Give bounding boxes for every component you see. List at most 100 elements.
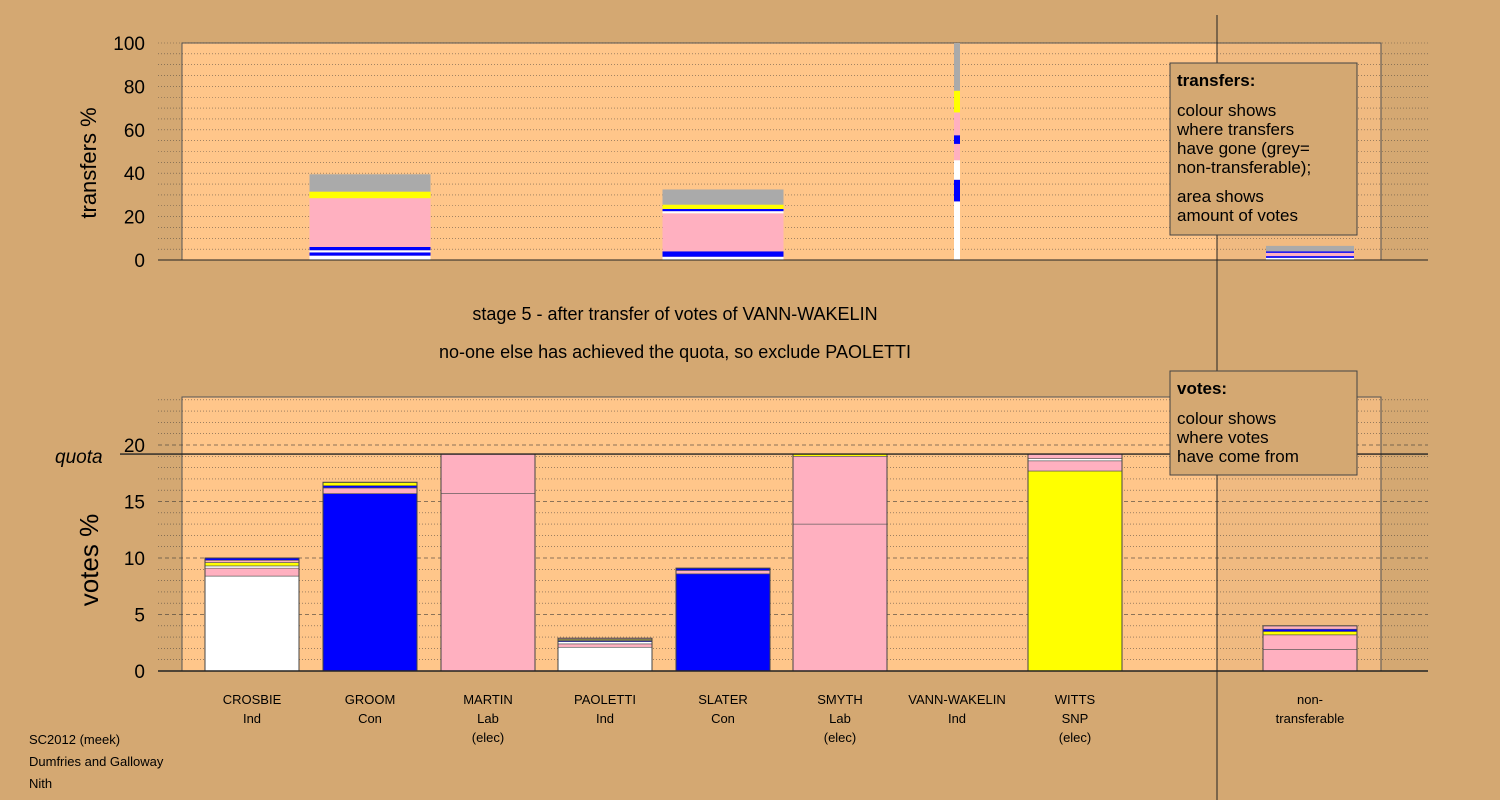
votes-legend-line: have come from (1177, 447, 1299, 466)
transfer-segment (309, 252, 431, 256)
footer-region: Dumfries and Galloway (29, 754, 164, 769)
transfer-segment (662, 256, 784, 260)
vote-segment (1027, 458, 1123, 462)
transfers-legend-line: have gone (grey= (1177, 139, 1310, 158)
stage-caption: stage 5 - after transfer of votes of VAN… (472, 304, 877, 324)
vote-segment (204, 575, 300, 672)
vote-segment (1027, 460, 1123, 472)
transfer-segment (662, 209, 784, 212)
category-label: SLATER (698, 692, 748, 707)
y-tick-label: 60 (124, 121, 145, 142)
transfers-axis-title: transfers % (76, 107, 101, 218)
y-tick-label: 5 (134, 606, 145, 627)
vote-segment (1262, 628, 1358, 632)
category-label: non- (1297, 692, 1323, 707)
transfer-segment (309, 250, 431, 253)
vote-segment (557, 646, 653, 672)
footer: SC2012 (meek) Dumfries and Galloway Nith (29, 729, 163, 795)
category-label: transferable (1276, 711, 1345, 726)
transfer-segment (954, 112, 960, 136)
vote-segment (792, 455, 888, 525)
vote-segment (322, 493, 418, 672)
transfers-legend-line: amount of votes (1177, 206, 1298, 225)
vote-segment (1262, 631, 1358, 636)
quota-label: quota (55, 447, 103, 468)
votes-axis-title: votes % (74, 514, 104, 607)
category-label: Ind (948, 711, 966, 726)
category-label: Ind (596, 711, 614, 726)
category-label: (elec) (824, 730, 857, 745)
votes-legend-title: votes: (1177, 379, 1227, 398)
y-tick-label: 0 (134, 251, 145, 272)
transfer-segment (1266, 245, 1354, 252)
transfer-segment (954, 43, 960, 91)
transfers-legend: transfers: colour shows where transfers … (1169, 62, 1358, 236)
vote-segment (204, 562, 300, 567)
transfer-segment (662, 213, 784, 252)
transfers-legend-line: area shows (1177, 187, 1264, 206)
votes-legend-line: colour shows (1177, 409, 1276, 428)
transfers-legend-title: transfers: (1177, 71, 1255, 90)
y-tick-label: 100 (113, 34, 145, 55)
category-label: (elec) (472, 730, 505, 745)
transfer-segment (309, 191, 431, 199)
category-label: MARTIN (463, 692, 513, 707)
transfer-segment (954, 135, 960, 144)
transfer-segment (309, 198, 431, 247)
vote-segment (1262, 625, 1358, 630)
transfer-segment (954, 143, 960, 161)
transfer-segment (1266, 252, 1354, 257)
transfer-segment (1266, 257, 1354, 260)
category-label: PAOLETTI (574, 692, 636, 707)
vote-segment (675, 573, 771, 672)
category-label: Con (358, 711, 382, 726)
transfers-legend-line: non-transferable); (1177, 158, 1311, 177)
category-label: Con (711, 711, 735, 726)
y-tick-label: 20 (124, 208, 145, 229)
transfers-legend-line: where transfers (1176, 120, 1294, 139)
category-label: SNP (1062, 711, 1089, 726)
vote-segment (440, 453, 536, 494)
transfer-segment (954, 90, 960, 113)
vote-segment (322, 485, 418, 489)
y-tick-label: 40 (124, 164, 145, 185)
category-label: SMYTH (817, 692, 863, 707)
category-label: GROOM (345, 692, 396, 707)
transfer-segment (309, 255, 431, 260)
y-tick-label: 0 (134, 662, 145, 683)
vote-segment (204, 565, 300, 569)
category-label: WITTS (1055, 692, 1096, 707)
transfer-segment (662, 204, 784, 210)
vote-segment (440, 493, 536, 672)
transfer-segment (954, 201, 960, 260)
y-tick-label: 20 (124, 436, 145, 457)
category-label: (elec) (1059, 730, 1092, 745)
category-label: CROSBIE (223, 692, 282, 707)
vote-segment (322, 487, 418, 494)
y-tick-label: 80 (124, 77, 145, 98)
y-tick-label: 10 (124, 549, 145, 570)
transfer-segment (1266, 256, 1354, 258)
transfer-segment (309, 246, 431, 251)
transfer-segment (662, 189, 784, 205)
vote-segment (204, 567, 300, 577)
votes-legend: votes: colour shows where votes have com… (1169, 370, 1358, 476)
transfer-segment (662, 251, 784, 257)
category-label: Lab (829, 711, 851, 726)
votes-legend-line: where votes (1176, 428, 1269, 447)
transfer-segment (954, 179, 960, 202)
vote-segment (1262, 634, 1358, 650)
transfer-segment (309, 174, 431, 192)
vote-segment (792, 523, 888, 672)
category-label: Ind (243, 711, 261, 726)
transfer-segment (954, 160, 960, 180)
transfer-segment (662, 211, 784, 214)
vote-segment (204, 559, 300, 563)
vote-segment (322, 481, 418, 486)
footer-election: SC2012 (meek) (29, 732, 121, 747)
category-label: VANN-WAKELIN (908, 692, 1006, 707)
vote-segment (1027, 470, 1123, 672)
vote-segment (557, 641, 653, 645)
y-tick-label: 15 (124, 493, 145, 514)
